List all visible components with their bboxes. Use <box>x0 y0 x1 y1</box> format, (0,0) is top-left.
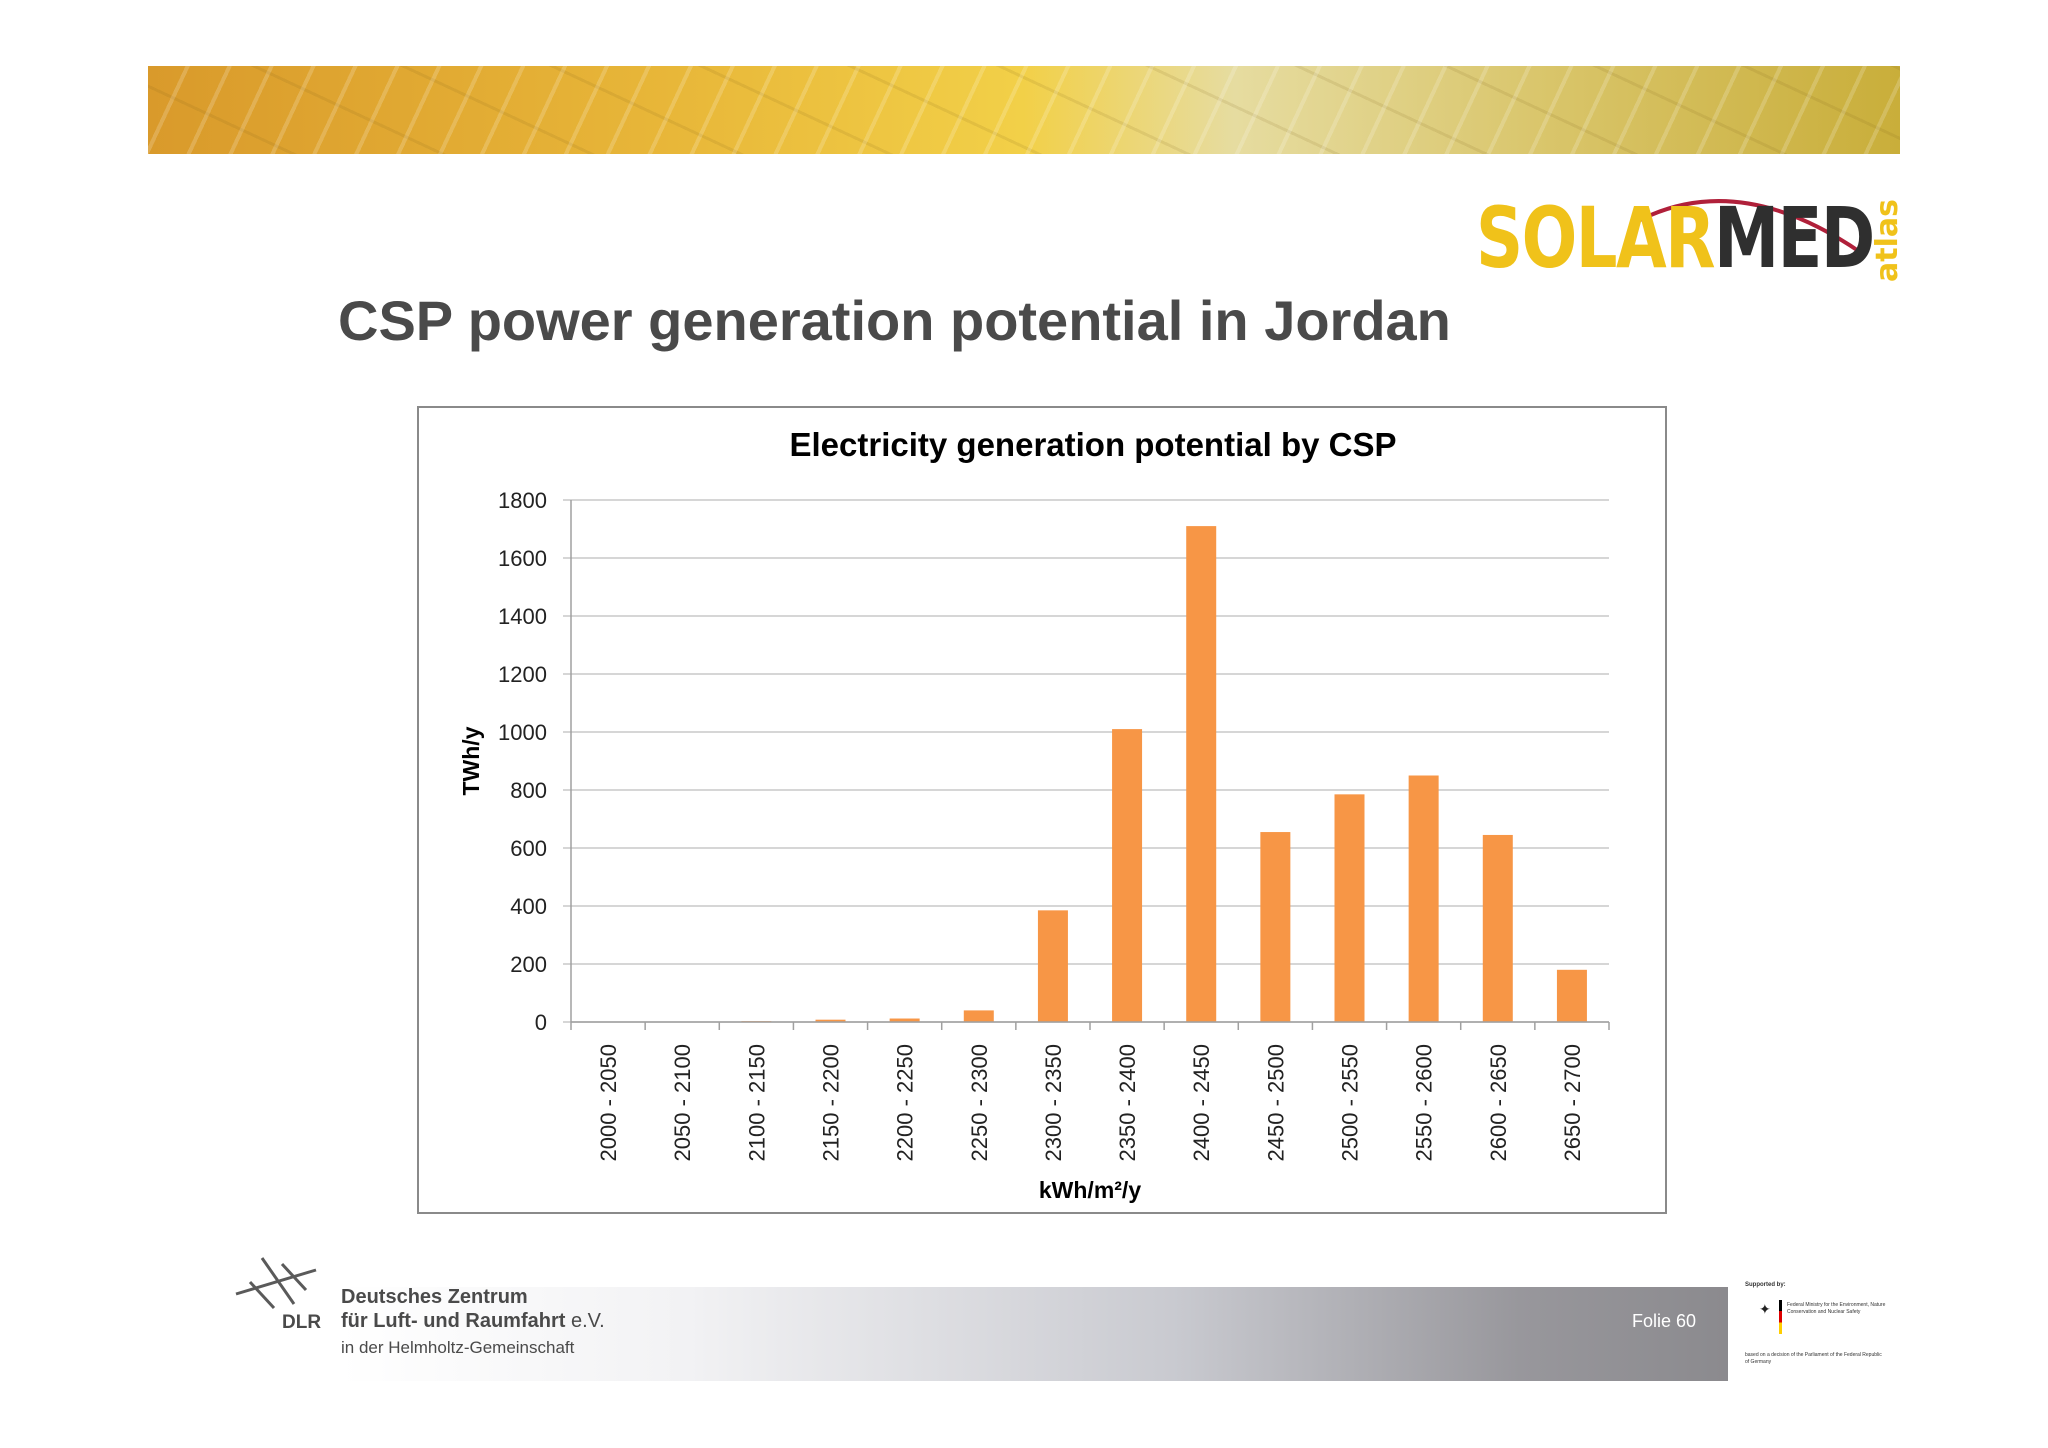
chart-frame: Electricity generation potential by CSP 0… <box>417 406 1667 1214</box>
supported-by-label: Supported by: <box>1745 1282 1786 1288</box>
bar <box>1037 910 1068 1022</box>
bar <box>1186 526 1217 1022</box>
x-tick-label: 2300 - 2350 <box>1041 1044 1066 1161</box>
header-banner <box>148 66 1900 154</box>
org-name-line3: in der Helmholtz-Gemeinschaft <box>341 1338 575 1357</box>
y-tick-label: 200 <box>510 952 547 977</box>
x-tick-label: 2100 - 2150 <box>744 1044 769 1161</box>
x-tick-label: 2350 - 2400 <box>1115 1044 1140 1161</box>
dlr-abbrev: DLR <box>282 1312 322 1333</box>
y-tick-label: 800 <box>510 778 547 803</box>
logo-word: SOLARMED <box>1476 196 1875 280</box>
org-name-main: für Luft- und Raumfahrt <box>341 1310 566 1332</box>
dlr-logo-icon <box>235 1257 317 1310</box>
x-tick-label: 2250 - 2300 <box>967 1044 992 1161</box>
y-tick-label: 1200 <box>498 662 547 687</box>
x-tick-label: 2000 - 2050 <box>596 1044 621 1161</box>
y-tick-label: 1400 <box>498 604 547 629</box>
y-tick-label: 400 <box>510 894 547 919</box>
supported-by-badge: Supported by: ✦ Federal Ministry for the… <box>1745 1282 1885 1372</box>
bar <box>1556 969 1587 1022</box>
y-axis-label: TWh/y <box>458 726 484 795</box>
x-tick-label: 2500 - 2550 <box>1338 1044 1363 1161</box>
federal-eagle-icon: ✦ <box>1759 1301 1771 1317</box>
x-tick-label: 2450 - 2500 <box>1263 1044 1288 1161</box>
y-tick-label: 600 <box>510 836 547 861</box>
y-tick-label: 1000 <box>498 720 547 745</box>
slide-title: CSP power generation potential in Jordan <box>338 289 1451 352</box>
bar-chart: Electricity generation potential by CSP 0… <box>458 426 1610 1203</box>
bar <box>1112 729 1143 1022</box>
chart-title: Electricity generation potential by CSP <box>790 426 1397 463</box>
bar <box>889 1018 920 1022</box>
x-tick-label: 2650 - 2700 <box>1560 1044 1585 1161</box>
logo-atlas: atlas <box>1870 199 1905 282</box>
german-flag-icon <box>1779 1300 1782 1334</box>
footer-bar <box>340 1287 1728 1381</box>
logo-solar: SOLAR <box>1476 189 1716 287</box>
y-tick-label: 1800 <box>498 488 547 513</box>
org-name-suffix: e.V. <box>570 1310 605 1332</box>
x-tick-label: 2600 - 2650 <box>1486 1044 1511 1161</box>
x-tick-label: 2150 - 2200 <box>819 1044 844 1161</box>
bar <box>1260 832 1291 1022</box>
bar <box>1482 834 1513 1022</box>
bar <box>963 1010 994 1022</box>
x-axis-label: kWh/m²/y <box>1039 1177 1141 1203</box>
page-number: Folie 60 <box>1632 1311 1697 1331</box>
parliament-decision: based on a decision of the Parliament of… <box>1745 1352 1882 1365</box>
bar <box>815 1019 846 1022</box>
bar <box>1334 794 1365 1022</box>
y-tick-label: 0 <box>535 1010 547 1035</box>
x-tick-label: 2200 - 2250 <box>893 1044 918 1161</box>
bar <box>1408 775 1439 1022</box>
org-name-line2: für Luft- und Raumfahrt e.V. <box>341 1310 605 1333</box>
x-tick-label: 2050 - 2100 <box>670 1044 695 1161</box>
y-tick-label: 1600 <box>498 546 547 571</box>
x-tick-label: 2400 - 2450 <box>1189 1044 1214 1161</box>
ministry-name: Federal Ministry for the Environment, Na… <box>1787 1302 1886 1315</box>
x-tick-label: 2550 - 2600 <box>1412 1044 1437 1161</box>
solarmed-atlas-logo: SOLARMED atlas <box>1470 170 1905 290</box>
logo-med: MED <box>1713 189 1875 287</box>
org-name-line1: Deutsches Zentrum <box>341 1286 528 1308</box>
logo-arc <box>1639 199 1862 254</box>
